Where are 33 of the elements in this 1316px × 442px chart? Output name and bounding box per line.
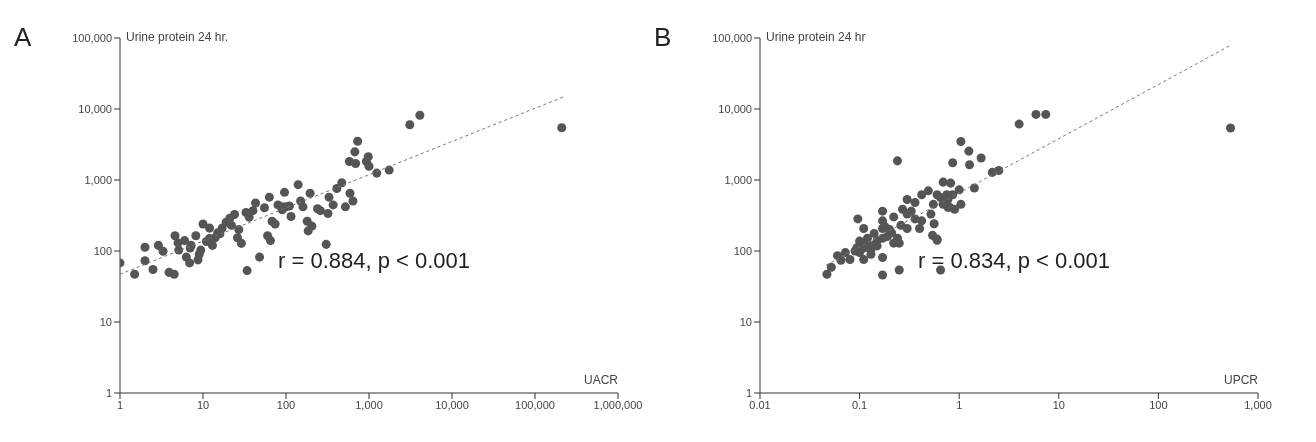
y-axis-title: Urine protein 24 hr. — [126, 30, 229, 44]
y-tick-label: 100 — [93, 244, 112, 257]
y-tick-label: 100,000 — [712, 31, 752, 44]
y-tick-label: 10 — [99, 315, 112, 328]
x-tick-label: 10 — [196, 398, 210, 411]
annotation: r = 0.834, p < 0.001 — [918, 248, 1111, 274]
x-tick-label: 1,000 — [355, 398, 383, 411]
y-tick-label: 10,000 — [78, 102, 112, 115]
x-tick-label: 10,000 — [435, 398, 469, 411]
y-tick-label: 1,000 — [84, 173, 112, 186]
chart-title: A — [14, 22, 32, 53]
y-tick-label: 1,000 — [724, 173, 752, 186]
x-tick-label: 10 — [1052, 398, 1065, 411]
y-tick-label: 1 — [745, 386, 752, 399]
y-tick-label: 100 — [733, 244, 752, 257]
x-tick-label: 0.1 — [851, 398, 868, 411]
x-tick-label: 1,000 — [1244, 398, 1272, 411]
x-axis-title: UPCR — [1223, 373, 1258, 387]
x-tick-label: 1 — [956, 398, 963, 411]
x-tick-label: 100 — [276, 398, 296, 411]
chart-title: B — [654, 22, 672, 53]
y-tick-label: 10 — [739, 315, 752, 328]
x-tick-label: 1,000,000 — [593, 398, 643, 411]
x-tick-label: 100 — [1149, 398, 1168, 411]
x-tick-label: 1 — [116, 398, 124, 411]
annotation: r = 0.884, p < 0.001 — [278, 248, 471, 274]
x-axis-title: UACR — [583, 373, 618, 387]
y-axis-title: Urine protein 24 hr — [766, 30, 866, 44]
x-tick-label: 0.01 — [749, 398, 771, 411]
y-tick-label: 10,000 — [718, 102, 752, 115]
y-tick-label: 100,000 — [72, 31, 112, 44]
y-tick-label: 1 — [105, 386, 112, 399]
x-tick-label: 100,000 — [515, 398, 555, 411]
